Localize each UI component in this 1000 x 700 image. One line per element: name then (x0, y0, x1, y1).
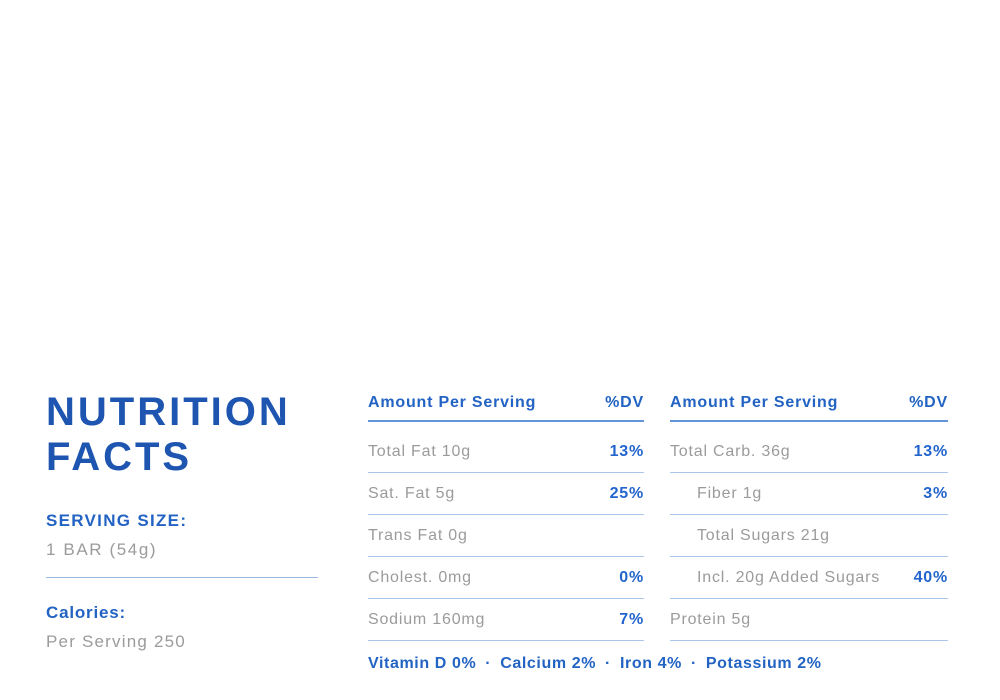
table-row: Sodium 160mg 7% (368, 599, 644, 641)
nutrient-label: Incl. 20g Added Sugars (697, 568, 881, 586)
dot-separator: · (690, 655, 697, 672)
dot-separator: · (605, 655, 611, 672)
micronutrient-item: Iron 4% (619, 655, 682, 672)
micronutrient-item: Potassium 2% (705, 655, 822, 672)
nutrient-label: Total Sugars 21g (697, 526, 830, 544)
serving-size-value: 1 BAR (54g) (46, 540, 158, 559)
table-row: Total Carb. 36g 13% (670, 431, 948, 473)
micronutrient-item: Vitamin D 0% (368, 655, 477, 672)
page-title: NUTRITION FACTS (46, 390, 291, 480)
table-header: Amount Per Serving %DV (368, 394, 644, 422)
page-title-line2: FACTS (46, 435, 193, 479)
nutrient-label: Cholest. 0mg (368, 568, 472, 586)
nutrient-label: Trans Fat 0g (368, 526, 468, 544)
daily-value: 13% (609, 442, 644, 460)
daily-value: 3% (923, 484, 948, 502)
table-row: Protein 5g (670, 599, 948, 641)
table-row: Sat. Fat 5g 25% (368, 473, 644, 515)
dot-separator: · (485, 655, 492, 672)
table-row: Trans Fat 0g (368, 515, 644, 557)
nutrient-label: Sat. Fat 5g (368, 484, 456, 502)
daily-value: 13% (913, 442, 948, 460)
daily-value: 0% (619, 568, 644, 586)
daily-value: 7% (619, 610, 644, 628)
micronutrients-line: Vitamin D 0% · Calcium 2% · Iron 4% · Potassiu… (368, 655, 822, 673)
nutrition-table-right: Amount Per Serving %DV Total Carb. 36g 13… (670, 394, 948, 641)
dv-header: %DV (909, 394, 948, 411)
amount-per-serving-header: Amount Per Serving (670, 394, 839, 411)
micronutrient-item: Calcium 2% (500, 655, 597, 672)
daily-value: 40% (913, 568, 948, 586)
nutrition-table-left: Amount Per Serving %DV Total Fat 10g 13% S… (368, 394, 644, 641)
daily-value: 25% (609, 484, 644, 502)
table-row: Cholest. 0mg 0% (368, 557, 644, 599)
serving-size-label: SERVING SIZE: (46, 511, 188, 530)
table-rows: Total Fat 10g 13% Sat. Fat 5g 25% Trans Fat … (368, 422, 644, 641)
calories-label: Calories: (46, 603, 126, 622)
table-row: Incl. 20g Added Sugars 40% (670, 557, 948, 599)
nutrient-label: Total Fat 10g (368, 442, 471, 460)
table-header: Amount Per Serving %DV (670, 394, 948, 422)
dv-header: %DV (605, 394, 644, 411)
page-title-line1: NUTRITION (46, 390, 291, 434)
table-row: Total Fat 10g 13% (368, 431, 644, 473)
table-row: Fiber 1g 3% (670, 473, 948, 515)
nutrient-label: Total Carb. 36g (670, 442, 791, 460)
table-rows: Total Carb. 36g 13% Fiber 1g 3% Total Sugars… (670, 422, 948, 641)
table-row: Total Sugars 21g (670, 515, 948, 557)
left-panel-divider (46, 577, 318, 578)
nutrient-label: Protein 5g (670, 610, 751, 628)
calories-value: Per Serving 250 (46, 632, 186, 651)
amount-per-serving-header: Amount Per Serving (368, 394, 537, 411)
nutrient-label: Fiber 1g (697, 484, 763, 502)
nutrient-label: Sodium 160mg (368, 610, 486, 628)
